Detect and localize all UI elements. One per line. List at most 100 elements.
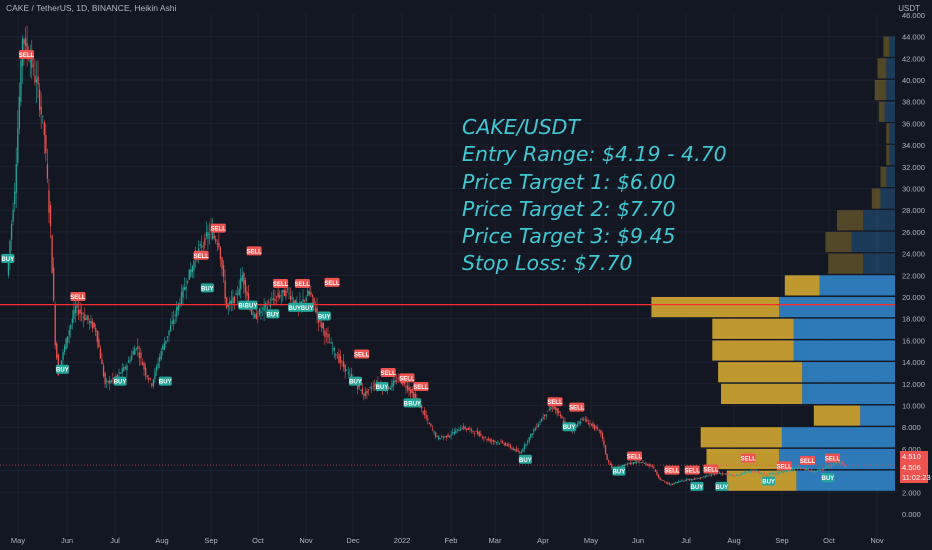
candle-body: [339, 356, 342, 364]
signal-label: SELL: [193, 254, 209, 260]
candle-body: [199, 244, 201, 247]
candle-body: [283, 289, 286, 296]
candle-body: [12, 209, 14, 222]
y-tick-label: 18.000: [902, 315, 925, 324]
candle-body: [54, 304, 56, 346]
candle-body: [162, 345, 164, 350]
candle-body: [689, 479, 691, 481]
volume-bar-down: [884, 101, 895, 122]
signal-badge: [740, 453, 756, 463]
x-tick-label: Jun: [632, 536, 644, 545]
candle-body: [341, 361, 343, 363]
axis-unit-label: USDT: [898, 4, 920, 13]
volume-bar-up: [874, 80, 887, 101]
candle-body: [475, 430, 477, 432]
candle-body: [796, 467, 798, 469]
candle-body: [472, 431, 474, 432]
candle-body: [737, 474, 739, 476]
candle-body: [216, 243, 219, 245]
candle-body: [514, 449, 516, 451]
candle-body: [534, 428, 537, 431]
candle-body: [134, 349, 136, 355]
candle-body: [238, 288, 240, 296]
candle-body: [589, 423, 591, 425]
signal-badge: [158, 376, 172, 386]
signal-label: BUY: [56, 368, 69, 374]
volume-bar-down: [889, 123, 895, 144]
signal-label: SELL: [547, 400, 563, 406]
candle-body: [63, 346, 66, 353]
signal-badge: [324, 277, 340, 287]
candle-body: [110, 380, 112, 383]
signal-label: SELL: [19, 53, 35, 59]
x-tick-label: Feb: [445, 536, 458, 545]
candle-body: [720, 473, 722, 474]
annotation-line: CAKE/USDT: [462, 115, 580, 139]
candle-body: [367, 389, 370, 391]
candle-body: [639, 462, 641, 464]
candle-body: [818, 469, 820, 471]
candle-body: [681, 480, 683, 482]
candle-body: [188, 269, 190, 280]
signal-label: SELL: [627, 454, 643, 460]
candle-body: [759, 472, 761, 474]
candle-body: [835, 462, 837, 464]
candle-body: [670, 484, 672, 486]
candle-body: [710, 474, 713, 476]
candle-body: [598, 429, 600, 431]
signal-badge: [399, 373, 415, 383]
signal-badge: [354, 349, 370, 359]
signal-badge: [375, 382, 389, 392]
candle-body: [37, 76, 39, 85]
candle-body: [799, 467, 802, 469]
y-tick-label: 22.000: [902, 271, 925, 280]
candle-body: [221, 257, 223, 269]
candle-body: [791, 468, 794, 470]
candle-body: [509, 445, 512, 448]
candle-body: [96, 330, 98, 343]
candle-body: [798, 466, 800, 469]
candle-body: [101, 359, 103, 365]
candle-body: [71, 318, 74, 324]
candle-body: [438, 436, 440, 440]
candle-body: [9, 240, 11, 259]
candle-body: [202, 245, 204, 247]
candle-body: [679, 480, 682, 482]
candle-body: [539, 421, 541, 423]
candle-body: [304, 300, 306, 302]
signal-badge: [703, 464, 719, 474]
signal-label: BUY: [1, 257, 14, 263]
y-tick-label: 46.000: [902, 11, 925, 20]
candle-body: [394, 379, 396, 382]
candle-body: [478, 432, 480, 437]
candle-body: [517, 450, 519, 452]
candle-body: [174, 314, 176, 316]
candle-body: [636, 461, 638, 463]
signal-badge: [776, 461, 792, 471]
candle-body: [40, 106, 42, 115]
candle-body: [558, 410, 560, 414]
candle-body: [821, 469, 823, 470]
volume-bar-up: [886, 123, 890, 144]
signal-badge: [684, 465, 700, 475]
candle-body: [525, 444, 527, 446]
candle-body: [400, 382, 402, 384]
volume-bar-up: [712, 340, 794, 361]
candle-body: [23, 39, 25, 44]
y-tick-label: 32.000: [902, 163, 925, 172]
signal-badge: [210, 223, 226, 233]
y-tick-label: 42.000: [902, 54, 925, 63]
candle-body: [212, 232, 214, 239]
candle-body: [364, 391, 367, 396]
candle-body: [271, 299, 273, 301]
volume-bar-up: [700, 427, 782, 448]
candle-body: [587, 423, 590, 425]
candle-body: [333, 348, 335, 351]
candle-body: [397, 377, 399, 380]
candle-body: [583, 418, 585, 420]
candle-body: [469, 428, 471, 430]
candle-body: [537, 424, 540, 427]
candle-body: [310, 291, 312, 295]
candle-body: [115, 375, 117, 377]
